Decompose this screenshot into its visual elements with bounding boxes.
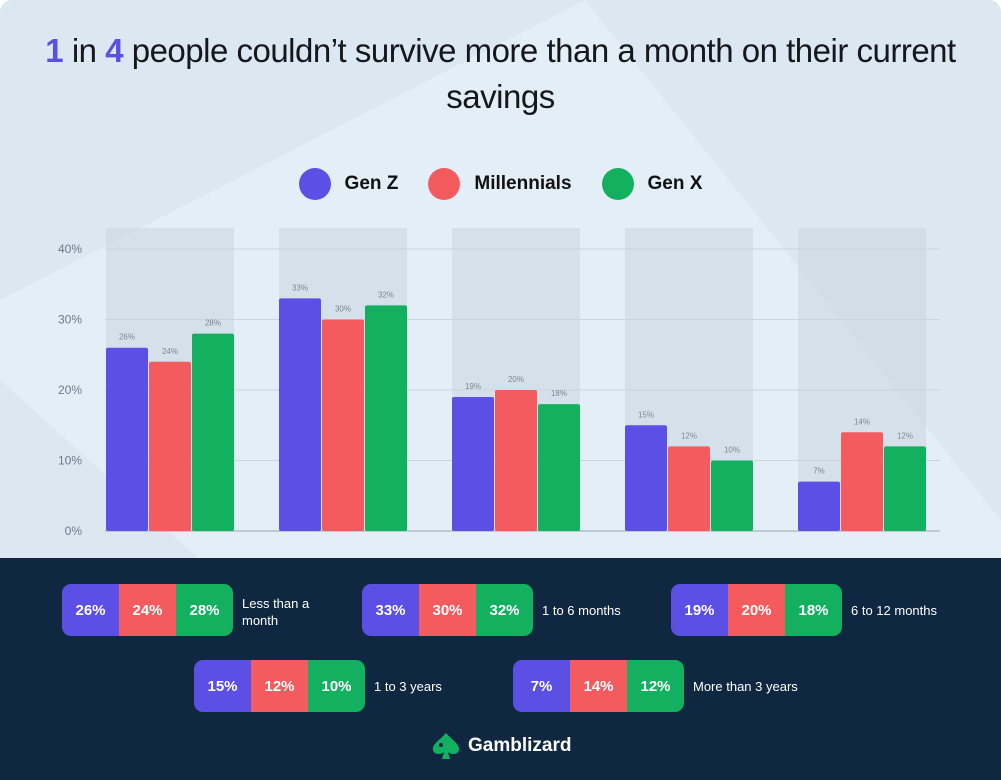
title-text: people couldn’t survive more than a mont… [123,32,956,115]
summary-value: 32% [476,584,533,636]
bar [365,305,407,531]
brand-name: Gamblizard [468,735,572,756]
data-label: 12% [681,431,697,440]
bar-chart: 0% 10% 20% 30% 40% 26% 33% 19% 15% 7% 24% 30% 20% 12%… [58,228,940,538]
brand-logo: Gamblizard [432,733,571,759]
bar [625,425,667,531]
bar [495,390,537,531]
bar [322,319,364,531]
bar [279,298,321,531]
summary-label: Less than a month [242,596,310,628]
data-label: 7% [813,467,825,476]
summary-value: 12% [627,660,684,712]
summary-label: 1 to 6 months [542,603,621,618]
summary-value: 30% [419,584,476,636]
summary-pill: 15% 12% 10% [194,660,365,712]
bar [538,404,580,531]
legend-label: Gen Z [344,173,399,194]
summary-pill: 33% 30% 32% [362,584,533,636]
legend-dot [428,168,461,200]
data-label: 28% [205,319,221,328]
legend-item-millennials: Millennials [428,168,572,200]
data-label: 14% [854,417,870,426]
summary-value: 18% [785,584,842,636]
y-tick-label: 40% [58,242,82,256]
y-tick-label: 0% [65,524,83,538]
legend-dot [298,168,331,200]
summary-value: 10% [308,660,365,712]
page-title: 1 in 4 people couldn’t survive more than… [40,28,961,120]
data-label: 10% [724,446,740,455]
data-label: 12% [897,431,913,440]
data-label: 15% [638,410,654,419]
data-label: 26% [119,333,135,342]
data-label: 33% [292,283,308,292]
summary-value: 24% [119,584,176,636]
bar [452,397,494,531]
summary-label: More than 3 years [693,679,798,694]
data-label: 30% [335,305,351,314]
bar [668,446,710,531]
summary-pill: 19% 20% 18% [671,584,842,636]
bar [798,481,840,531]
summary-value: 28% [176,584,233,636]
title-highlight-1: 1 [45,32,64,69]
summary-value: 14% [570,660,627,712]
data-label: 24% [162,347,178,356]
bar [711,460,753,531]
bar [149,361,191,531]
bar [106,347,148,531]
legend-item-genz: Gen Z [298,168,399,200]
summary-pill: 7% 14% 12% [513,660,684,712]
bar [884,446,926,531]
y-tick-label: 10% [58,454,82,468]
title-text: in [63,32,106,69]
summary-label: 1 to 3 years [374,679,442,694]
summary-pill: 26% 24% 28% [62,584,233,636]
summary-value: 12% [251,660,308,712]
summary-label: 6 to 12 months [851,603,937,618]
legend-dot [601,168,634,200]
data-label: 20% [508,375,524,384]
summary-value: 20% [728,584,785,636]
bar [192,333,234,531]
summary-value: 19% [671,584,728,636]
summary-value: 33% [362,584,419,636]
bar [841,432,883,531]
legend: Gen Z Millennials Gen X [0,168,1001,200]
summary-value: 15% [194,660,251,712]
data-label: 18% [551,389,567,398]
gamblizard-spade-icon [432,733,460,759]
data-label: 32% [378,290,394,299]
legend-item-genx: Gen X [601,168,703,200]
legend-label: Millennials [474,173,572,194]
summary-value: 26% [62,584,119,636]
y-tick-label: 30% [58,313,82,327]
y-tick-label: 20% [58,383,82,397]
legend-label: Gen X [647,173,703,194]
title-highlight-4: 4 [105,32,124,69]
summary-value: 7% [513,660,570,712]
data-label: 19% [465,382,481,391]
